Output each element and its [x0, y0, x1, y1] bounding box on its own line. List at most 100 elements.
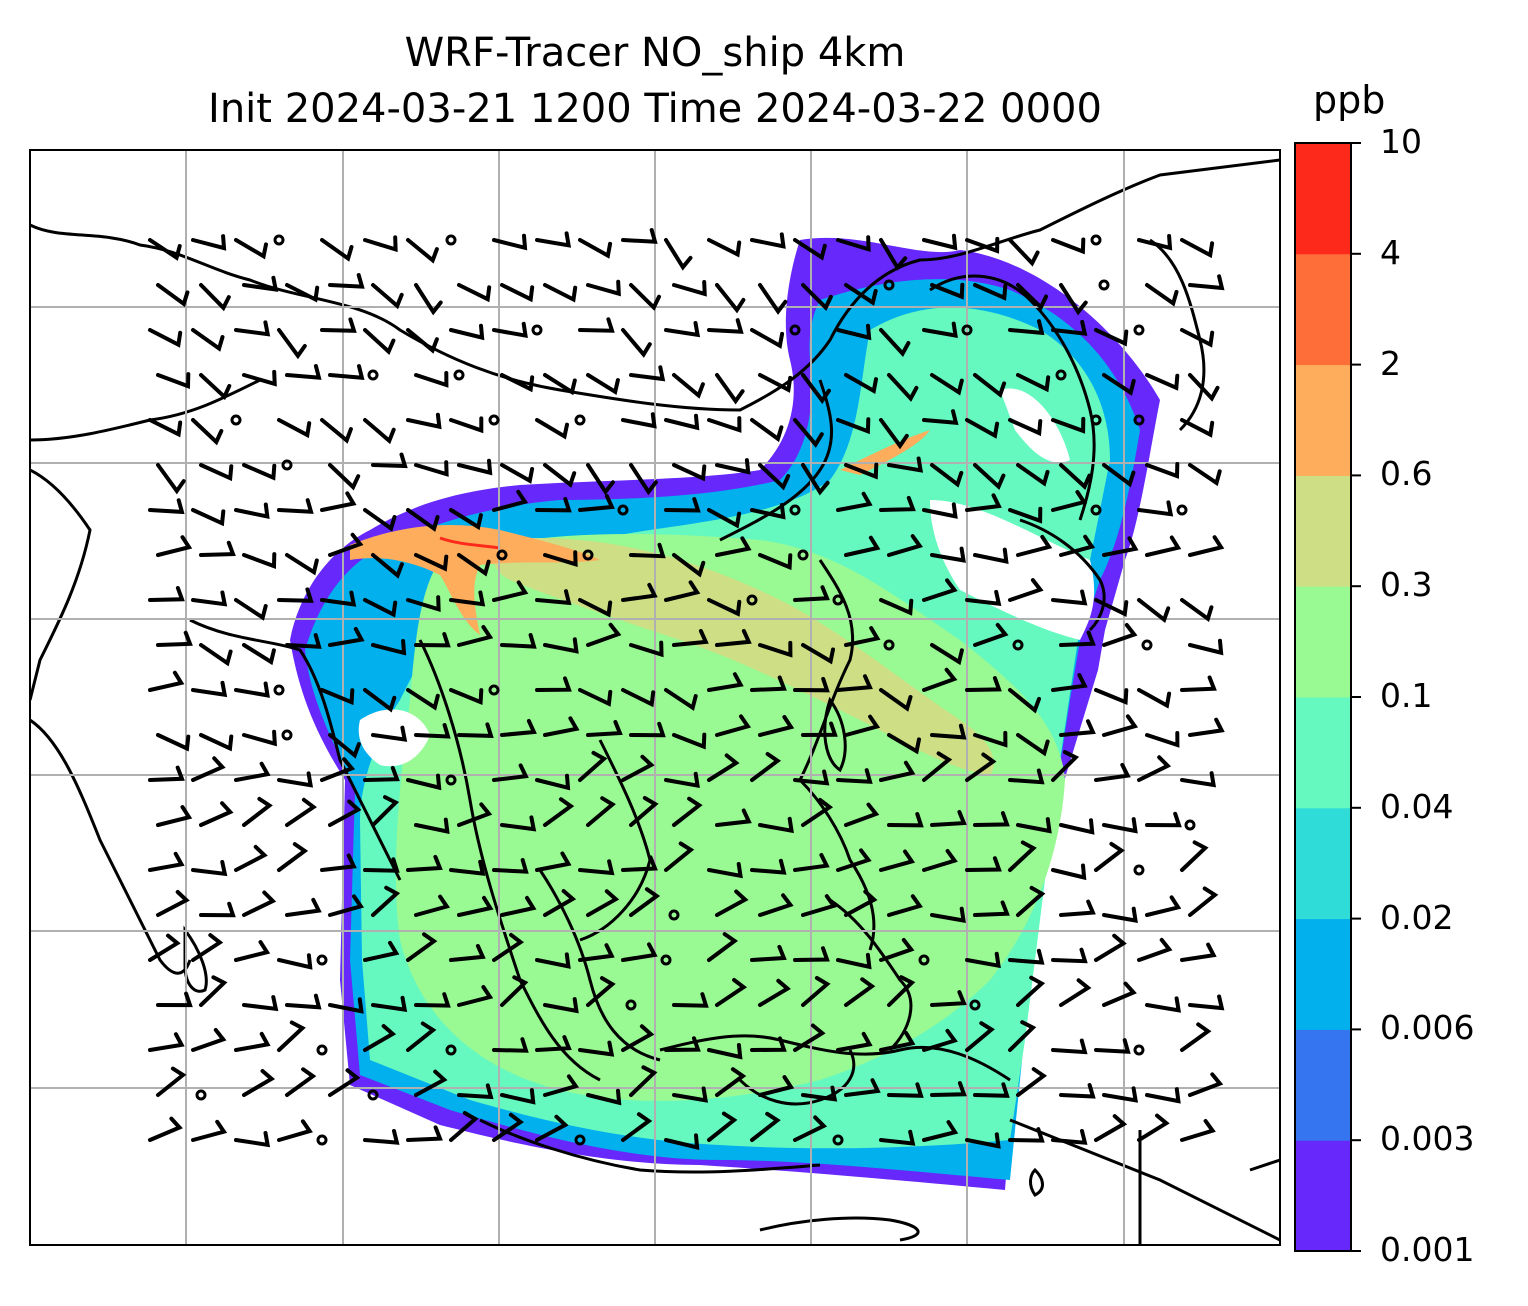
wind-barb	[1008, 688, 1041, 714]
wind-barb	[242, 796, 273, 827]
wind-barb	[922, 321, 958, 338]
wind-barb	[285, 993, 322, 1010]
wind-barb	[844, 626, 881, 647]
wind-barb	[285, 1067, 317, 1097]
wind-barb	[973, 900, 1010, 917]
colorbar-segment	[1295, 807, 1351, 920]
wind-barb	[1137, 500, 1174, 517]
wind-barb	[457, 283, 492, 303]
wind-barb	[973, 547, 1009, 565]
wind-barb	[414, 817, 450, 835]
wind-barb	[1016, 283, 1049, 311]
wind-barb	[406, 773, 442, 791]
wind-barb	[535, 851, 572, 872]
colorbar-segment	[1295, 586, 1351, 698]
wind-barb	[836, 768, 873, 784]
wind-barb	[1094, 1114, 1128, 1142]
wind-barb	[1137, 937, 1173, 962]
wind-barb	[879, 938, 915, 962]
wind-barb	[930, 906, 966, 923]
calm-wind-marker	[574, 414, 586, 426]
wind-barb	[1188, 373, 1220, 402]
wind-barb	[320, 317, 357, 333]
calm-wind-marker	[367, 1089, 379, 1101]
wind-barb	[191, 418, 224, 446]
wind-barb	[1016, 817, 1052, 834]
wind-barb	[1145, 373, 1180, 391]
wind-barb	[672, 732, 707, 750]
wind-barb	[406, 508, 440, 532]
wind-barb	[922, 667, 958, 692]
wind-barb	[887, 534, 923, 557]
wind-barb	[715, 1067, 747, 1097]
wind-barb	[1188, 274, 1225, 291]
wind-barb	[621, 1112, 653, 1142]
wind-barb	[793, 853, 830, 872]
calm-wind-marker	[1090, 234, 1102, 246]
wind-barb	[1180, 840, 1209, 872]
wind-barb	[707, 416, 742, 433]
wind-barb	[492, 580, 529, 602]
colorbar-tick-label: 0.1	[1380, 676, 1433, 715]
wind-barb	[328, 799, 362, 827]
wind-barb	[363, 328, 396, 355]
wind-barb	[492, 1037, 529, 1053]
calm-wind-marker	[316, 1044, 328, 1056]
wind-barb	[836, 848, 872, 872]
wind-barb	[1016, 373, 1051, 393]
wind-barb	[750, 858, 787, 875]
wind-barb	[371, 725, 408, 742]
wind-barb	[629, 721, 666, 738]
calm-wind-marker	[445, 1044, 457, 1056]
wind-barb	[1051, 673, 1088, 692]
wind-barb	[457, 458, 493, 476]
wind-barb	[707, 862, 743, 879]
wind-barb	[801, 373, 831, 405]
wind-barb	[664, 1133, 700, 1150]
wind-barb	[156, 1066, 187, 1097]
calm-wind-marker	[660, 954, 672, 966]
wind-barb	[930, 810, 967, 827]
wind-barb	[621, 412, 657, 429]
colorbar-segment	[1295, 1029, 1351, 1141]
wind-barb	[887, 894, 923, 917]
wind-barb	[887, 456, 924, 473]
wind-barb	[707, 508, 742, 529]
wind-barb	[629, 463, 658, 496]
wind-barb	[1137, 1113, 1170, 1142]
wind-barb	[371, 639, 407, 656]
colorbar-frame	[1294, 142, 1352, 1252]
wind-barb	[758, 640, 793, 658]
wind-barb	[492, 321, 528, 339]
wind-barb	[1008, 578, 1044, 602]
wind-barb	[1102, 373, 1136, 396]
wind-barb	[1145, 1087, 1181, 1104]
wind-barb	[621, 582, 658, 602]
wind-barb	[1102, 817, 1138, 834]
wind-barb	[844, 462, 879, 480]
wind-barb	[328, 894, 365, 917]
wind-barb	[672, 992, 709, 1008]
wind-barb	[715, 889, 749, 917]
wind-barb	[363, 857, 400, 873]
wind-barb	[328, 532, 364, 557]
wind-barb	[543, 797, 575, 827]
wind-barb	[535, 773, 571, 791]
wind-barb	[844, 373, 878, 395]
wind-barb	[793, 769, 830, 786]
wind-barb	[328, 1068, 361, 1097]
wind-barb	[715, 808, 752, 827]
wind-barb	[363, 940, 400, 962]
wind-barb	[148, 765, 185, 782]
wind-barb	[578, 859, 615, 876]
wind-barb	[234, 1131, 271, 1148]
calm-wind-marker	[797, 549, 809, 561]
wind-barb	[801, 463, 830, 496]
wind-barb	[750, 328, 785, 349]
calm-wind-marker	[1133, 1044, 1145, 1056]
wind-barb	[242, 729, 277, 747]
wind-barb	[500, 463, 535, 484]
wind-barb	[191, 933, 224, 962]
calm-wind-marker	[1055, 369, 1067, 381]
wind-barb	[449, 590, 486, 607]
